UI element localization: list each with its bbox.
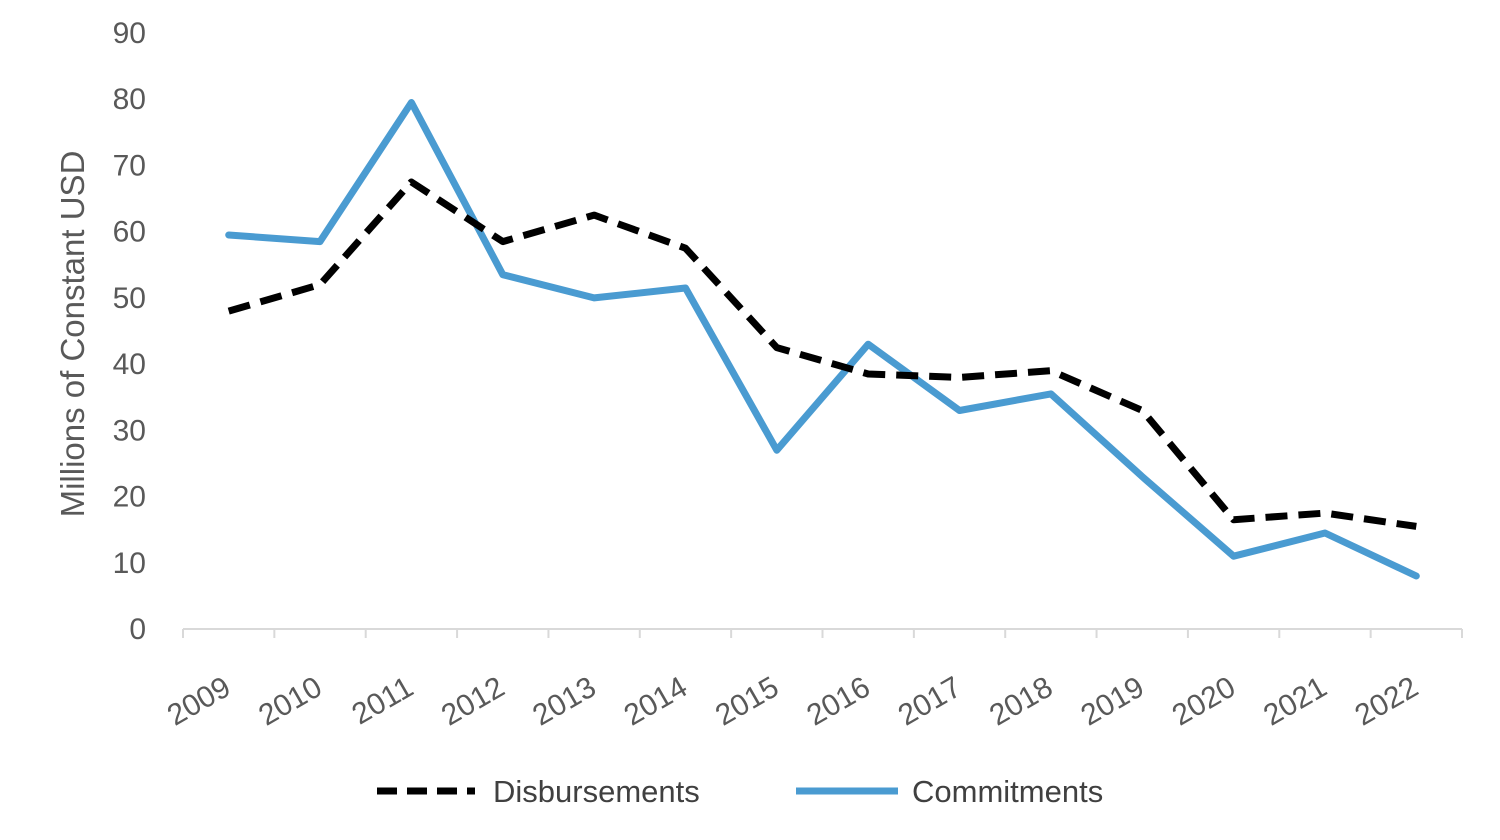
y-tick-label: 30 (113, 414, 146, 447)
x-tick-label: 2018 (984, 670, 1058, 732)
y-tick-label: 0 (129, 613, 146, 646)
x-tick-label: 2012 (436, 670, 510, 732)
y-axis-title-group: Millions of Constant USD (54, 151, 91, 518)
y-tick-label: 60 (113, 216, 146, 249)
x-tick-label: 2009 (162, 670, 236, 732)
x-tick-label: 2015 (710, 670, 784, 732)
x-tick-label: 2020 (1167, 670, 1241, 732)
y-tick-label: 90 (113, 17, 146, 50)
y-tick-label: 40 (113, 348, 146, 381)
y-axis-title: Millions of Constant USD (54, 151, 91, 518)
legend: Disbursements Commitments (377, 774, 1103, 809)
x-tick-label: 2019 (1075, 670, 1149, 732)
x-tick-label: 2021 (1258, 670, 1332, 732)
series-lines (225, 99, 1420, 580)
legend-label-commitments: Commitments (912, 774, 1103, 809)
y-tick-label: 20 (113, 481, 146, 514)
x-tick-label: 2022 (1350, 670, 1424, 732)
y-tick-label: 10 (113, 547, 146, 580)
legend-label-disbursements: Disbursements (493, 774, 700, 809)
x-tick-label: 2017 (893, 670, 967, 732)
y-tick-label: 70 (113, 149, 146, 182)
y-axis-ticks: 0 10 20 30 40 50 60 70 80 90 (113, 17, 146, 646)
y-tick-label: 50 (113, 282, 146, 315)
x-tick-label: 2011 (347, 670, 419, 731)
x-tick-label: 2013 (527, 670, 601, 732)
y-tick-label: 80 (113, 83, 146, 116)
series-line-commitments (225, 99, 1420, 580)
series-line-disbursements (227, 178, 1417, 530)
x-axis: 2009 2010 2011 2012 2013 2014 2015 2016 2017 2018… (162, 628, 1463, 732)
x-tick-label: 2014 (619, 670, 693, 732)
x-tick-label: 2016 (801, 670, 875, 732)
x-tick-label: 2010 (253, 670, 327, 732)
